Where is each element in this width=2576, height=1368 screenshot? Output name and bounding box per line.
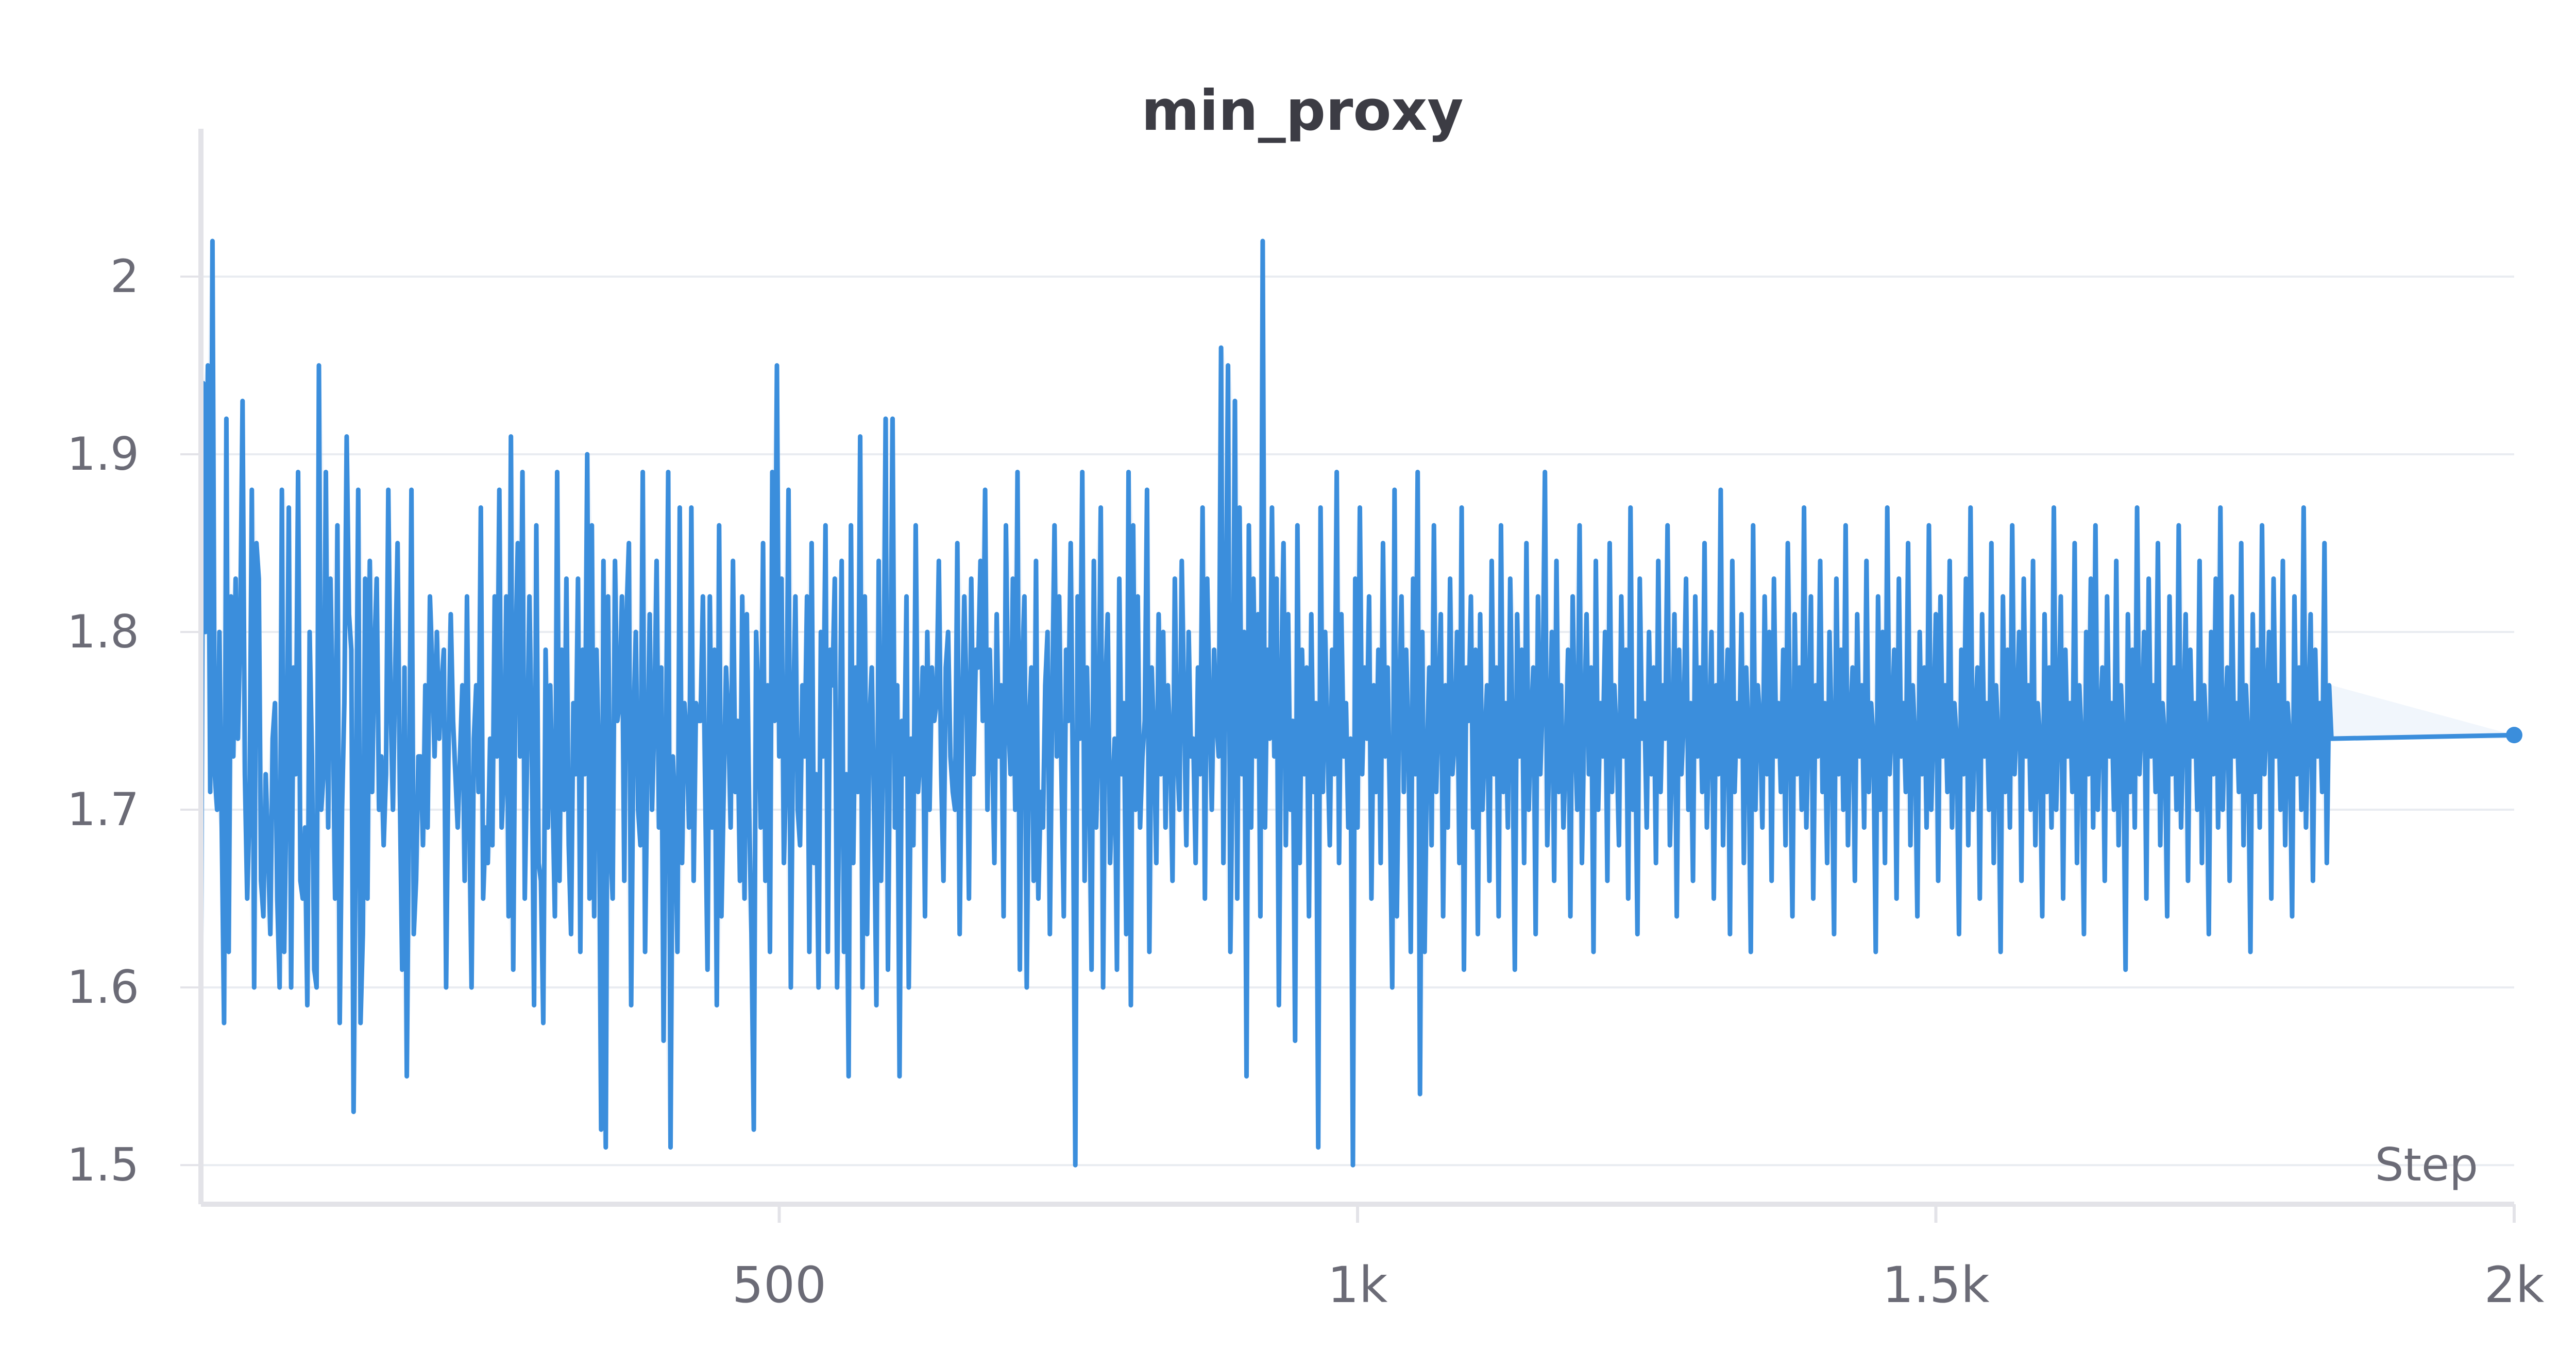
- series-lines: [198, 238, 2522, 1168]
- x-tick-label: 1.5k: [1882, 1256, 1990, 1314]
- y-tick-label: 1.7: [67, 783, 139, 836]
- x-tick-label: 500: [732, 1256, 826, 1314]
- axes: [180, 129, 2516, 1223]
- x-tick-label: 2k: [2484, 1256, 2545, 1314]
- y-tick-label: 1.9: [67, 427, 139, 481]
- series-line: [198, 238, 2517, 1168]
- y-tick-label: 1.8: [67, 605, 139, 658]
- series-end-point: [2506, 727, 2522, 744]
- x-tick-label: 1k: [1328, 1256, 1388, 1314]
- x-axis-label: Step: [2375, 1138, 2478, 1191]
- chart-title: min_proxy: [1141, 79, 1463, 143]
- x-tick-labels: 500 1k 1.5k 2k: [732, 1256, 2545, 1314]
- y-tick-label: 1.5: [67, 1138, 139, 1191]
- y-tick-label: 2: [110, 250, 139, 303]
- y-tick-label: 1.6: [67, 961, 139, 1014]
- y-tick-labels: 1.5 1.6 1.7 1.8 1.9 2: [67, 250, 139, 1191]
